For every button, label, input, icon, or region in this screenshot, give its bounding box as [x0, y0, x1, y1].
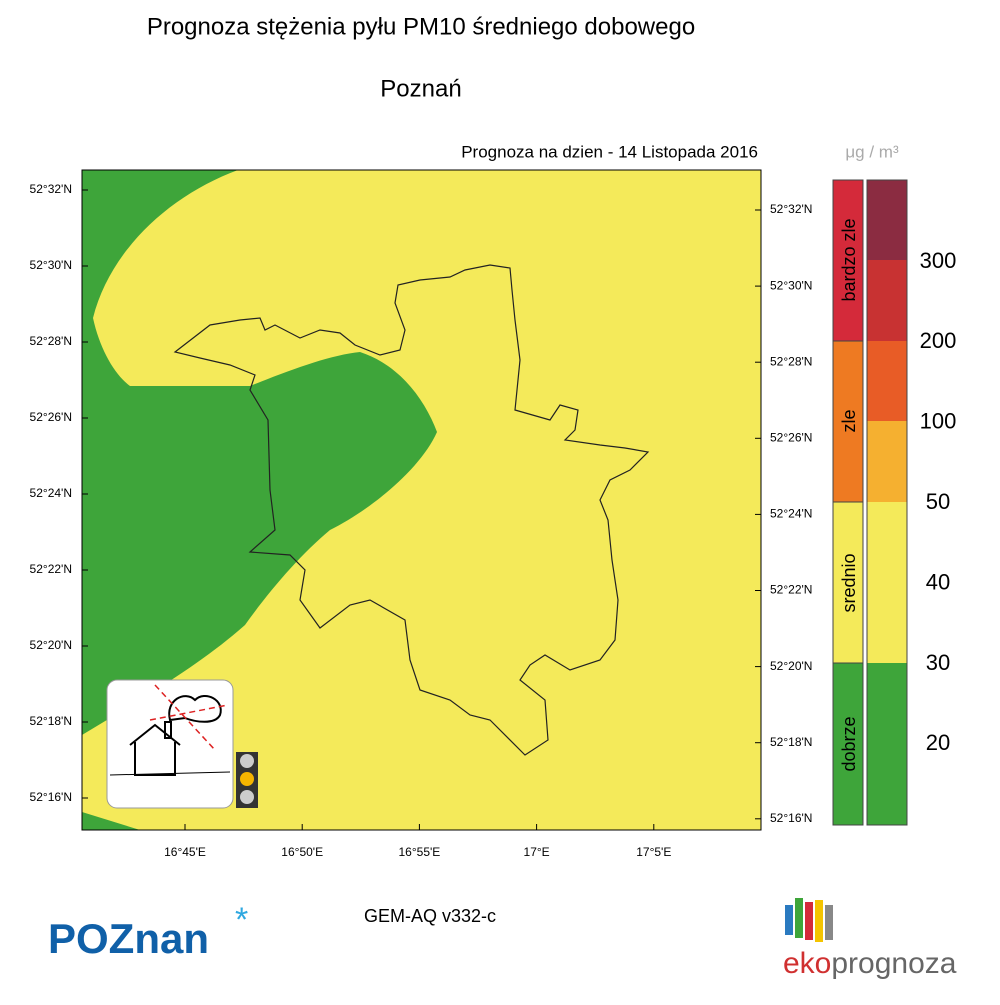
brand-eko-prefix: eko — [783, 947, 831, 980]
city: Poznań — [380, 75, 461, 102]
lon-label: 17°E — [524, 845, 550, 859]
lon-label: 16°45'E — [164, 845, 206, 859]
lat-label: 52°16'N — [30, 790, 72, 804]
legend-swatch — [867, 663, 907, 825]
zone-good — [82, 812, 140, 830]
legend-swatch — [867, 180, 907, 260]
lat-label: 52°30'N — [30, 258, 72, 272]
lon-label: 16°55'E — [399, 845, 441, 859]
lat-label: 52°32'N — [770, 202, 812, 216]
brand-poznan: POZnan — [48, 915, 209, 962]
zone-good — [82, 170, 437, 735]
lat-label: 52°24'N — [30, 486, 72, 500]
lat-label: 52°20'N — [770, 659, 812, 673]
title: Prognoza stężenia pyłu PM10 średniego do… — [147, 13, 695, 40]
legend-level: 30 — [926, 650, 950, 675]
lat-label: 52°30'N — [770, 278, 812, 292]
lon-label: 16°50'E — [281, 845, 323, 859]
legend-category: bardzo zle — [839, 218, 859, 301]
map-frame — [81, 169, 762, 831]
legend-category: dobrze — [839, 716, 859, 771]
lon-label: 17°5'E — [636, 845, 671, 859]
brand-eko-logo — [785, 898, 833, 942]
forecast-date: Prognoza na dzien - 14 Listopada 2016 — [461, 142, 758, 161]
legend-level: 300 — [920, 248, 957, 273]
color-legend — [832, 179, 908, 826]
legend-swatch — [867, 421, 907, 502]
brand-eko: ekoprognoza — [783, 947, 957, 980]
legend-category: zle — [839, 409, 859, 432]
legend-level: 50 — [926, 489, 950, 514]
traffic-light — [236, 752, 258, 808]
legend-band — [832, 662, 864, 826]
lat-label: 52°24'N — [770, 507, 812, 521]
legend-level: 40 — [926, 569, 950, 594]
smog-icon — [106, 679, 234, 809]
legend-frame — [866, 179, 908, 826]
legend-category: srednio — [839, 553, 859, 612]
lat-label: 52°22'N — [770, 583, 812, 597]
legend-level: 20 — [926, 730, 950, 755]
lat-label: 52°18'N — [30, 714, 72, 728]
lat-label: 52°16'N — [770, 811, 812, 825]
lat-label: 52°26'N — [770, 430, 812, 444]
map-area — [81, 169, 762, 831]
lat-label: 52°22'N — [30, 562, 72, 576]
legend-swatch — [867, 260, 907, 341]
unit: μg / m³ — [845, 142, 899, 161]
legend-level: 100 — [920, 409, 957, 434]
lat-label: 52°32'N — [30, 182, 72, 196]
legend-swatch — [867, 502, 907, 663]
city-boundary — [173, 264, 650, 756]
legend-level: 200 — [920, 328, 957, 353]
lat-label: 52°18'N — [770, 735, 812, 749]
lat-label: 52°20'N — [30, 638, 72, 652]
legend-swatch — [867, 341, 907, 421]
lat-label: 52°28'N — [770, 354, 812, 368]
lat-label: 52°28'N — [30, 334, 72, 348]
lat-label: 52°26'N — [30, 410, 72, 424]
model-name: GEM-AQ v332-c — [364, 906, 496, 926]
brand-eko-suffix: prognoza — [831, 947, 956, 980]
brand-star: * — [235, 901, 248, 939]
